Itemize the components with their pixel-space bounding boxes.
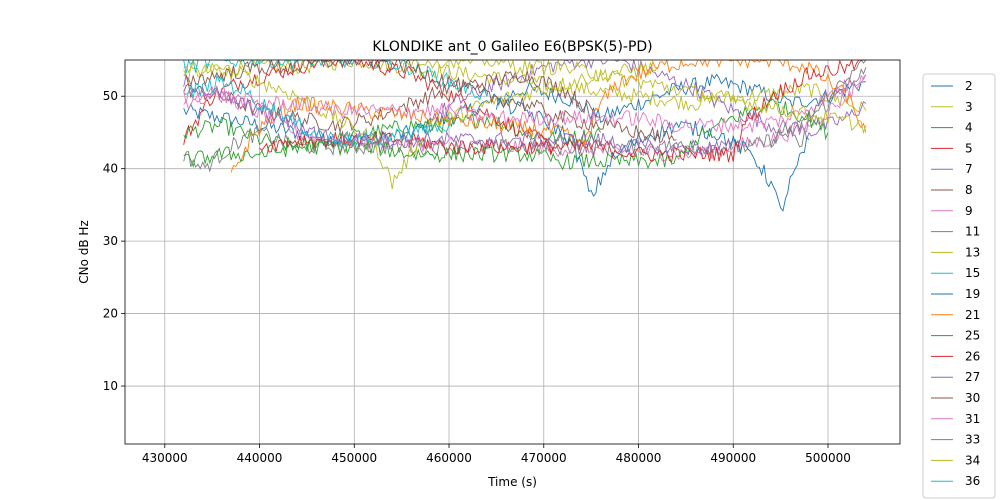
x-axis-title: Time (s) [487, 475, 537, 489]
series-line-30 [183, 60, 677, 144]
series-line-19 [495, 97, 810, 212]
x-tick-label: 450000 [331, 451, 377, 465]
series-line-36 [183, 74, 450, 148]
axis-ticks: 430000 440000 450000 460000 470000 480000 4900… [103, 89, 851, 465]
legend-label-7: 7 [965, 162, 973, 176]
legend-label-19: 19 [965, 287, 980, 301]
legend-label-3: 3 [965, 100, 973, 114]
y-tick-label: 50 [103, 89, 118, 103]
series-line-25 [183, 98, 829, 171]
legend-label-27: 27 [965, 370, 980, 384]
legend-label-34: 34 [965, 453, 980, 467]
x-tick-label: 430000 [142, 451, 188, 465]
legend-label-36: 36 [965, 474, 980, 488]
legend-label-15: 15 [965, 266, 980, 280]
y-tick-label: 30 [103, 234, 118, 248]
legend-label-4: 4 [965, 121, 973, 135]
chart-title: KLONDIKE ant_0 Galileo E6(BPSK(5)-PD) [372, 39, 652, 55]
x-tick-label: 470000 [521, 451, 567, 465]
legend-label-26: 26 [965, 349, 980, 363]
series-lines [183, 60, 867, 212]
y-tick-label: 10 [103, 379, 118, 393]
series-line-26 [259, 60, 866, 163]
legend-label-21: 21 [965, 308, 980, 322]
series-line-21 [230, 60, 867, 173]
legend-label-9: 9 [965, 204, 973, 218]
x-tick-label: 440000 [237, 451, 283, 465]
series-line-11 [183, 60, 867, 173]
plot-frame [124, 59, 901, 445]
y-tick-label: 40 [103, 162, 118, 176]
x-tick-label: 500000 [805, 451, 851, 465]
legend-label-8: 8 [965, 183, 973, 197]
series-line-13 [183, 61, 658, 190]
legend-label-25: 25 [965, 329, 980, 343]
series-line-34 [410, 60, 867, 135]
x-tick-label: 490000 [710, 451, 756, 465]
y-axis-title: CNo dB Hz [77, 220, 91, 284]
legend-label-2: 2 [965, 79, 973, 93]
series-line-3 [183, 60, 867, 113]
legend-label-33: 33 [965, 433, 980, 447]
y-tick-label: 20 [103, 307, 118, 321]
legend-label-11: 11 [965, 225, 980, 239]
series-line-15 [183, 60, 488, 101]
legend-label-31: 31 [965, 412, 980, 426]
series-line-27 [183, 74, 734, 157]
legend-label-13: 13 [965, 245, 980, 259]
legend-label-5: 5 [965, 141, 973, 155]
x-tick-label: 460000 [426, 451, 472, 465]
legend-label-30: 30 [965, 391, 980, 405]
series-line-31 [183, 74, 867, 134]
legend-box [922, 73, 996, 499]
series-line-33 [770, 67, 867, 148]
x-tick-label: 480000 [616, 451, 662, 465]
